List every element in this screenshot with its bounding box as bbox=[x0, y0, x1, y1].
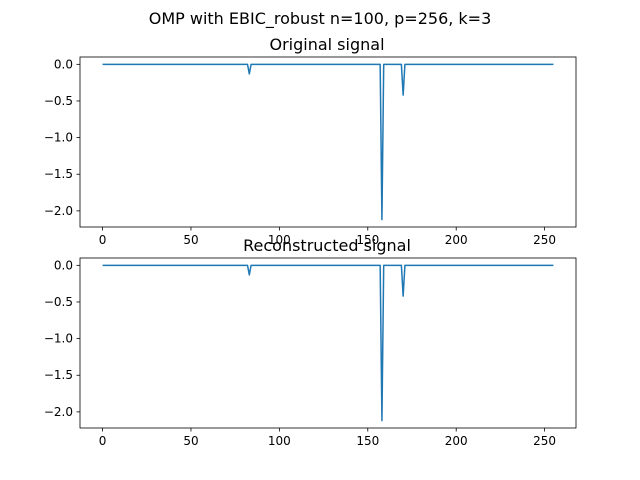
x-tick-label: 250 bbox=[533, 434, 556, 448]
x-tick-label: 200 bbox=[445, 434, 468, 448]
subplot-reconstructed: 0 50 100 150 200 250 0.0 −0.5 −1.0 −1.5 −2.0 Recons… bbox=[44, 236, 577, 448]
y-tick-label: −1.0 bbox=[44, 131, 73, 145]
y-tick-label: −0.5 bbox=[44, 295, 73, 309]
y-tick-label: 0.0 bbox=[54, 57, 73, 71]
x-tick-label: 100 bbox=[268, 233, 291, 247]
x-tick-label: 0 bbox=[99, 233, 107, 247]
y-tick-label: −1.5 bbox=[44, 368, 73, 382]
y-tick-label: 0.0 bbox=[54, 258, 73, 272]
axes-frame-reconstructed bbox=[79, 257, 577, 429]
x-tick-label: 150 bbox=[356, 233, 379, 247]
figure-suptitle: OMP with EBIC_robust n=100, p=256, k=3 bbox=[149, 9, 492, 29]
y-tick-label: −2.0 bbox=[44, 405, 73, 419]
subplot-reconstructed-title: Reconstructed signal bbox=[243, 236, 411, 255]
signal-line-original bbox=[102, 63, 554, 221]
x-tick-label: 250 bbox=[533, 233, 556, 247]
x-tick-label: 50 bbox=[183, 233, 198, 247]
x-tick-label: 150 bbox=[356, 434, 379, 448]
signal-line-reconstructed bbox=[102, 264, 554, 422]
y-tick-label: −0.5 bbox=[44, 94, 73, 108]
x-tick-label: 100 bbox=[268, 434, 291, 448]
x-tick-label: 0 bbox=[99, 434, 107, 448]
axes-frame-original bbox=[79, 56, 577, 228]
x-tick-label: 200 bbox=[445, 233, 468, 247]
subplot-original: 0 50 100 150 200 250 0.0 −0.5 −1.0 −1.5 −2.0 Origin… bbox=[44, 35, 577, 247]
subplot-original-title: Original signal bbox=[269, 35, 384, 54]
y-tick-label: −1.5 bbox=[44, 167, 73, 181]
y-tick-label: −1.0 bbox=[44, 332, 73, 346]
x-tick-label: 50 bbox=[183, 434, 198, 448]
y-tick-label: −2.0 bbox=[44, 204, 73, 218]
